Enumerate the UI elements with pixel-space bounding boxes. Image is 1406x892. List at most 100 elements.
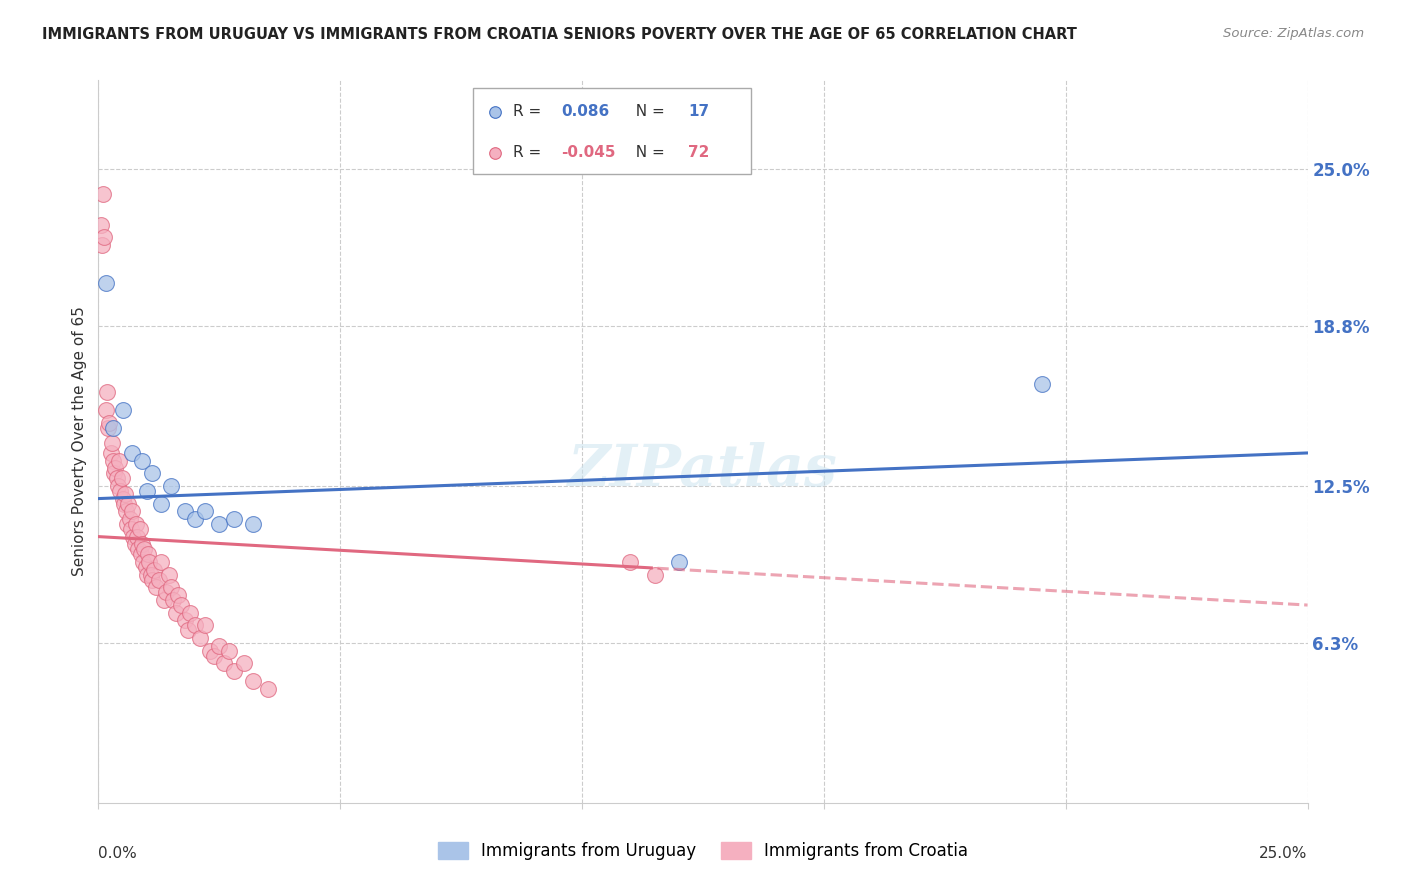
Point (138, 555, 160, 569)
Point (107, 453, 129, 467)
Text: R =: R = (513, 104, 547, 120)
Point (105, 471, 128, 485)
Point (112, 497, 135, 511)
Text: ZIPatlas: ZIPatlas (568, 442, 838, 499)
Point (218, 643, 240, 657)
Point (160, 580, 183, 594)
Point (104, 461, 127, 475)
Point (103, 772, 125, 786)
Point (150, 555, 173, 569)
Legend: Immigrants from Uruguay, Immigrants from Croatia: Immigrants from Uruguay, Immigrants from… (430, 835, 976, 867)
Text: 17: 17 (689, 104, 710, 120)
Point (222, 512, 245, 526)
Point (194, 618, 217, 632)
Point (114, 486, 136, 500)
Text: N =: N = (626, 104, 669, 120)
Point (177, 624, 200, 638)
Point (121, 446, 143, 460)
Text: R =: R = (513, 145, 547, 160)
Point (94, 402, 117, 417)
Point (150, 497, 173, 511)
Point (122, 530, 145, 544)
Y-axis label: Seniors Poverty Over the Age of 65: Seniors Poverty Over the Age of 65 (72, 307, 87, 576)
Point (162, 593, 184, 607)
Point (155, 585, 177, 599)
Point (127, 530, 149, 544)
Point (1031, 377, 1053, 392)
Point (101, 453, 124, 467)
Point (222, 664, 245, 678)
Point (121, 504, 143, 518)
Text: N =: N = (626, 145, 669, 160)
Point (174, 504, 197, 518)
Point (668, 555, 690, 569)
Point (91, 238, 114, 252)
Point (134, 542, 156, 557)
Point (100, 446, 122, 460)
Point (93, 230, 115, 244)
Point (129, 547, 152, 561)
Point (94, 276, 117, 290)
Point (152, 593, 174, 607)
Text: 72: 72 (689, 145, 710, 160)
Point (198, 643, 221, 657)
Point (139, 567, 162, 582)
Text: -0.045: -0.045 (561, 145, 616, 160)
Point (208, 639, 231, 653)
Point (117, 516, 139, 531)
Point (117, 497, 139, 511)
Point (174, 613, 197, 627)
Point (101, 420, 124, 434)
Point (644, 567, 666, 582)
Point (111, 491, 134, 506)
Point (148, 573, 170, 587)
Point (212, 657, 235, 671)
Point (169, 598, 191, 612)
Point (118, 512, 141, 526)
Point (127, 542, 149, 557)
Point (256, 681, 278, 696)
Point (115, 504, 138, 518)
Point (136, 547, 159, 561)
Text: IMMIGRANTS FROM URUGUAY VS IMMIGRANTS FROM CROATIA SENIORS POVERTY OVER THE AGE : IMMIGRANTS FROM URUGUAY VS IMMIGRANTS FR… (42, 27, 1077, 42)
Point (157, 567, 180, 582)
Point (128, 522, 150, 536)
Point (111, 471, 134, 485)
Point (98, 416, 121, 430)
Point (135, 560, 157, 574)
Point (96, 385, 118, 400)
Point (143, 563, 166, 577)
Point (132, 555, 155, 569)
Point (619, 555, 641, 569)
Point (141, 573, 163, 587)
Point (179, 606, 201, 620)
Point (103, 772, 125, 787)
Point (91, 187, 114, 202)
Point (90, 218, 112, 232)
Text: Source: ZipAtlas.com: Source: ZipAtlas.com (1223, 27, 1364, 40)
Text: 0.0%: 0.0% (98, 847, 138, 861)
Point (120, 522, 142, 536)
Point (194, 504, 217, 518)
Point (131, 537, 153, 551)
Point (167, 588, 190, 602)
Point (184, 512, 207, 526)
Point (131, 453, 153, 467)
Point (145, 580, 167, 594)
Point (135, 483, 157, 498)
Point (208, 516, 231, 531)
Point (242, 674, 264, 689)
Point (135, 567, 157, 582)
Point (111, 402, 134, 417)
Text: 0.086: 0.086 (561, 104, 610, 120)
Text: 25.0%: 25.0% (1260, 847, 1308, 861)
Point (124, 537, 146, 551)
Point (160, 479, 183, 493)
Point (125, 516, 148, 531)
Point (103, 467, 125, 481)
Point (188, 631, 211, 645)
Point (232, 657, 254, 671)
Point (184, 618, 207, 632)
Point (107, 479, 129, 493)
Point (108, 483, 131, 498)
